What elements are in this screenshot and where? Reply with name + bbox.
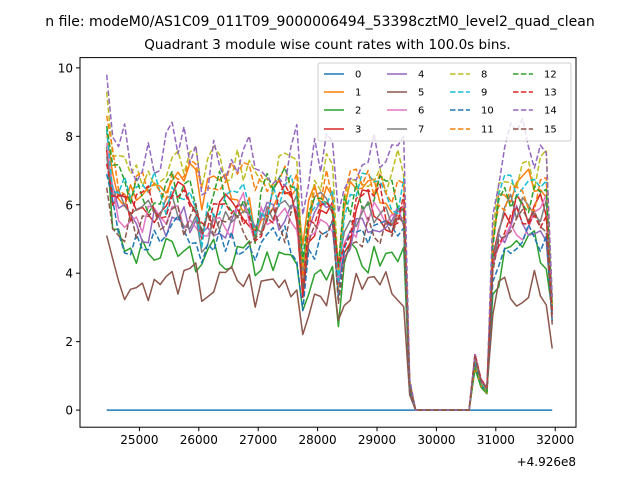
x-tick-label: 30000 [417, 433, 455, 447]
legend-label-3: 3 [355, 125, 361, 136]
y-tick-label: 6 [65, 198, 73, 212]
legend-label-12: 12 [544, 70, 557, 81]
y-tick-label: 8 [65, 130, 73, 144]
x-tick-label: 31000 [477, 433, 515, 447]
legend-label-7: 7 [418, 125, 424, 136]
y-tick-label: 0 [65, 404, 73, 418]
series-line-12 [105, 125, 553, 411]
y-tick-label: 4 [65, 267, 73, 281]
series-line-9 [105, 129, 553, 411]
legend-label-2: 2 [355, 106, 361, 117]
legend-label-6: 6 [418, 106, 424, 117]
x-tick-label: 27000 [239, 433, 277, 447]
legend-label-15: 15 [544, 125, 557, 136]
legend-label-9: 9 [481, 88, 487, 99]
legend-label-8: 8 [481, 70, 487, 81]
legend-label-13: 13 [544, 88, 557, 99]
legend-label-4: 4 [418, 70, 424, 81]
x-tick-label: 28000 [299, 433, 337, 447]
x-tick-label: 32000 [536, 433, 574, 447]
series-line-7 [105, 156, 553, 411]
series-line-15 [105, 187, 553, 411]
y-axis: 0 2 4 6 8 10 [58, 61, 80, 418]
y-tick-label: 10 [58, 61, 73, 75]
legend-frame [317, 62, 572, 142]
legend-label-11: 11 [481, 125, 494, 136]
legend-label-5: 5 [418, 88, 424, 99]
x-axis: 25000 26000 27000 28000 29000 30000 31000 32000 [120, 427, 574, 447]
legend-label-10: 10 [481, 106, 494, 117]
legend-label-14: 14 [544, 106, 557, 117]
chart-suptitle: n file: modeM0/AS1C09_011T09_9000006494_… [45, 14, 594, 30]
axes-frame [79, 57, 577, 428]
x-tick-label: 26000 [180, 433, 218, 447]
chart-title: Quadrant 3 module wise count rates with … [144, 37, 510, 53]
series-line-5 [105, 235, 553, 411]
x-tick-label: 25000 [120, 433, 158, 447]
legend-label-0: 0 [355, 70, 361, 81]
x-offset-label: +4.926e8 [517, 455, 576, 469]
legend-label-1: 1 [355, 88, 361, 99]
x-tick-label: 29000 [358, 433, 396, 447]
y-tick-label: 2 [65, 335, 73, 349]
